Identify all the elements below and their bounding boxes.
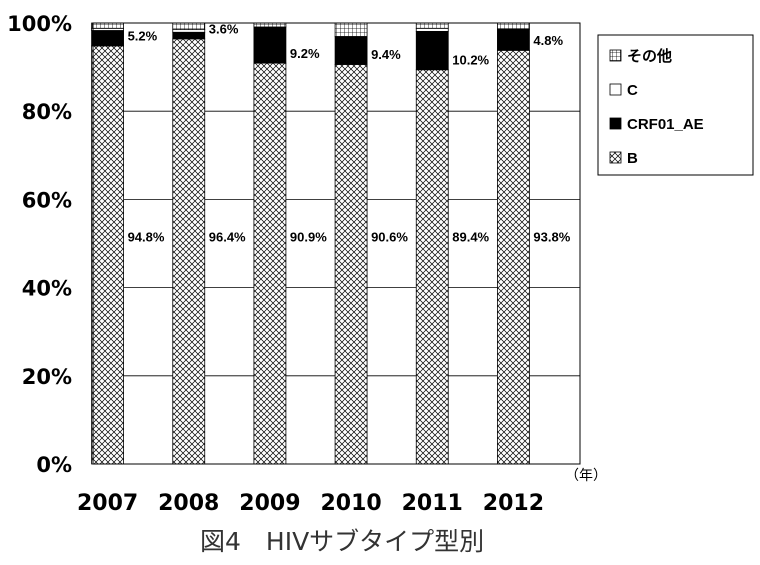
legend-swatch [609, 151, 622, 164]
legend-label: CRF01_AE [627, 116, 704, 133]
bar-segment- [497, 22, 530, 30]
y-tick-label: 20% [22, 365, 72, 389]
b-share-label: 90.9% [290, 229, 327, 244]
x-unit-label: （年） [565, 468, 607, 484]
data-labels: 94.8% 5.2% 96.4% 3.6% 90.9% 9.2% 90.6% 9.4% 89.4… [128, 22, 571, 245]
x-tick-label: 2011 [402, 491, 463, 516]
bar-segment-b [334, 64, 368, 465]
legend-label: C [627, 82, 638, 99]
bar-segment-b [253, 62, 287, 465]
bar-segment-crf01-ae [253, 26, 287, 64]
bar-segment-crf01-ae [415, 30, 449, 71]
non-b-share-label: 9.2% [290, 46, 320, 61]
b-share-label: 90.6% [371, 229, 408, 244]
bar-segment-b [497, 49, 530, 465]
y-tick-label: 0% [36, 453, 72, 477]
y-tick-label: 60% [22, 188, 72, 212]
x-tick-label: 2010 [320, 491, 381, 516]
bar-segment-crf01-ae [334, 36, 368, 65]
y-tick-label: 40% [22, 277, 72, 301]
bar-segment-b [172, 38, 206, 465]
bars [91, 22, 530, 465]
bar-segment-crf01-ae [497, 28, 530, 51]
legend-box [597, 34, 754, 176]
bar-segment- [415, 22, 449, 29]
b-share-label: 89.4% [452, 229, 489, 244]
non-b-share-label: 10.2% [452, 52, 489, 67]
non-b-share-label: 5.2% [128, 29, 158, 44]
bar-segment- [91, 22, 124, 29]
bar-segment- [334, 22, 368, 38]
legend-swatch [609, 49, 622, 62]
bar-segment-b [415, 69, 449, 465]
bar-segment-b [91, 45, 124, 465]
bar-segment-crf01-ae [172, 31, 206, 40]
x-tick-label: 2007 [77, 491, 138, 516]
plot-area-border [92, 22, 581, 465]
bar-segment-crf01-ae [91, 30, 124, 47]
x-axis-ticks: 2007 2008 2009 2010 2011 2012 [77, 491, 544, 516]
non-b-share-label: 3.6% [209, 22, 239, 37]
y-tick-label: 80% [22, 100, 72, 124]
legend-swatch [609, 83, 622, 96]
bar-segment-c [415, 27, 449, 32]
figure-caption: 図4 HIVサブタイプ型別 [200, 527, 484, 556]
x-tick-label: 2012 [483, 491, 544, 516]
b-share-label: 94.8% [128, 229, 165, 244]
legend-swatch [609, 117, 622, 130]
y-axis-ticks: 0% 20% 40% 60% 80% 100% [7, 12, 72, 477]
bar-segment- [172, 22, 206, 31]
bar-segment- [253, 22, 287, 28]
non-b-share-label: 9.4% [371, 47, 401, 62]
non-b-share-label: 4.8% [533, 33, 563, 48]
b-share-label: 96.4% [209, 229, 246, 244]
legend-label: B [627, 150, 638, 167]
y-tick-label: 100% [7, 12, 72, 36]
legend: その他 C CRF01_AE B [597, 34, 754, 176]
legend-label: その他 [627, 47, 672, 65]
x-tick-label: 2008 [158, 491, 219, 516]
x-tick-label: 2009 [239, 491, 300, 516]
b-share-label: 93.8% [533, 229, 570, 244]
